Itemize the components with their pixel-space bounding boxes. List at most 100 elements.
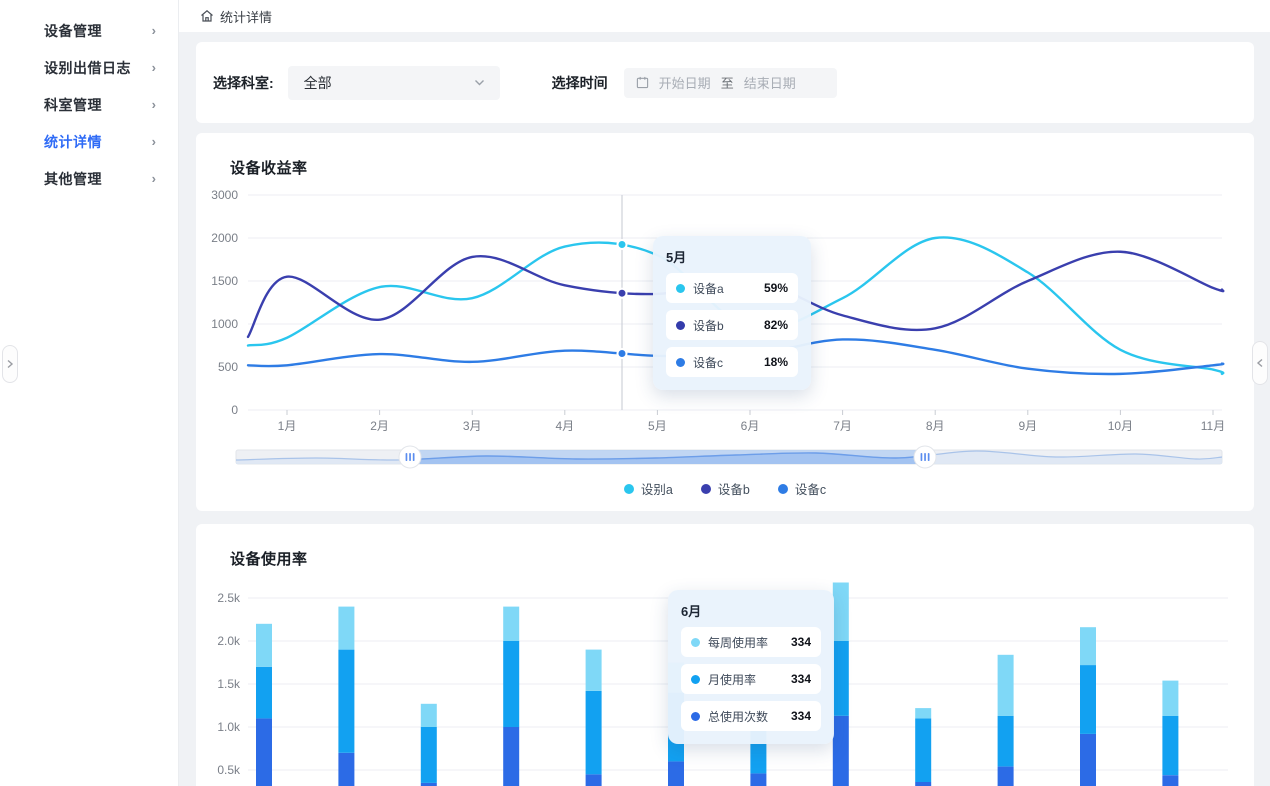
expand-left-panel-button[interactable] [2,345,18,383]
sidebar-item-1[interactable]: 设备管理 › [0,12,178,49]
legend-dot-icon [777,483,788,494]
svg-text:1月: 1月 [278,419,297,433]
series-dot-icon [691,711,700,721]
date-separator: 至 [720,76,734,91]
datazoom-selected-region[interactable] [236,451,1222,464]
sidebar-item-3[interactable]: 科室管理 › [0,86,178,123]
revenue-chart-card: 设备收益率 3000 2000 1500 1000 500 0 1月 2月 3月 4月 5月 6月 7月… [196,133,1254,511]
tooltip-row-label: 每周使用率 [708,635,769,650]
svg-text:2.0k: 2.0k [217,634,241,648]
chevron-right-icon: › [151,23,156,38]
revenue-legend: 设别a 设备b 设备c [196,479,1254,498]
end-date-input[interactable]: 结束日期 [743,76,796,91]
legend-label: 设备b [717,483,750,497]
home-icon [200,9,214,23]
sidebar: 设备管理 › 设别出借日志 › 科室管理 › 统计详情 › 其他管理 › [0,0,178,786]
tooltip-row: 设备c 18% [666,347,798,377]
svg-text:1000: 1000 [211,317,238,331]
sidebar-item-label: 设备管理 [44,22,102,39]
datazoom-handle-left[interactable] [398,445,422,469]
dept-select[interactable]: 全部 [287,65,500,100]
stacked-bar-12[interactable] [1162,680,1179,786]
chevron-right-icon: › [151,60,156,75]
legend-item-2[interactable]: 设备b [700,479,750,498]
stacked-bar-10[interactable] [997,654,1014,786]
stacked-bar-1[interactable] [256,623,272,786]
svg-text:10月: 10月 [1108,419,1133,433]
stacked-bar-8[interactable] [832,582,849,786]
tooltip-row-value: 334 [790,709,811,723]
tooltip-row-value: 334 [790,672,811,686]
sidebar-menu: 设备管理 › 设别出借日志 › 科室管理 › 统计详情 › 其他管理 › [0,12,178,197]
legend-label: 设备c [794,483,827,497]
sidebar-item-label: 统计详情 [44,133,102,150]
revenue-tooltip-rows: 设备a 59% 设备b 82% 设备c 18% [666,273,798,377]
time-filter-label: 选择时间 [551,74,608,91]
stacked-bar-5[interactable] [585,649,602,786]
sidebar-item-5[interactable]: 其他管理 › [0,160,178,197]
series-dot-icon [676,320,685,330]
datazoom-handle-right[interactable] [913,445,937,469]
svg-text:7月: 7月 [833,419,852,433]
usage-tooltip-title: 6月 [681,604,702,619]
tooltip-row-value: 82% [763,318,788,332]
tooltip-row: 月使用率 334 [681,664,821,694]
filter-bar: 选择科室: 全部 选择时间 开始日期 至 结束日期 [196,42,1254,123]
chevron-right-icon: › [151,134,156,149]
svg-text:3月: 3月 [463,419,482,433]
breadcrumb-label: 统计详情 [220,9,273,25]
legend-label: 设别a [640,483,673,497]
revenue-tooltip-title: 5月 [666,250,687,265]
stacked-bar-9[interactable] [915,708,932,786]
tooltip-row-value: 18% [763,355,788,369]
tooltip-row-value: 334 [790,635,811,649]
tooltip-row: 设备a 59% [666,273,798,303]
tooltip-row-label: 总使用次数 [708,709,769,724]
start-date-input[interactable]: 开始日期 [658,76,711,91]
chevron-right-icon: › [151,97,156,112]
sidebar-item-2[interactable]: 设别出借日志 › [0,49,178,86]
tooltip-row-label: 设备a [693,281,724,296]
legend-dot-icon [700,483,711,494]
svg-text:2.5k: 2.5k [217,591,241,605]
usage-chart-card: 设备使用率 2.5k 2.0k 1.5k 1.0k 0.5k 6月 每周使用率 334 月使… [196,524,1254,786]
sidebar-item-label: 科室管理 [44,96,102,113]
svg-text:3000: 3000 [211,188,238,202]
breadcrumb[interactable]: 统计详情 [200,7,272,26]
svg-text:6月: 6月 [741,419,760,433]
tooltip-row: 每周使用率 334 [681,627,821,657]
svg-text:2月: 2月 [370,419,389,433]
svg-text:9月: 9月 [1018,419,1037,433]
svg-text:0.5k: 0.5k [217,763,241,777]
tooltip-row: 总使用次数 334 [681,701,821,731]
svg-text:1500: 1500 [211,274,238,288]
tooltip-row-label: 月使用率 [708,672,757,687]
collapse-right-panel-button[interactable] [1252,341,1268,385]
usage-tooltip-rows: 每周使用率 334 月使用率 334 总使用次数 334 [681,627,821,731]
chevron-down-icon [473,76,486,89]
revenue-chart-title: 设备收益率 [230,160,308,177]
svg-text:11月: 11月 [1201,419,1225,433]
stacked-bar-2[interactable] [338,606,355,786]
sidebar-item-label: 设别出借日志 [44,59,131,76]
tooltip-row: 设备b 82% [666,310,798,340]
legend-dot-icon [623,483,634,494]
dept-filter-label: 选择科室: [213,74,274,91]
stacked-bar-3[interactable] [420,703,437,786]
stacked-bar-4[interactable] [503,606,520,786]
svg-text:0: 0 [231,403,238,417]
svg-text:5月: 5月 [648,419,667,433]
legend-item-3[interactable]: 设备c [777,479,827,498]
calendar-icon [636,76,649,89]
tooltip-row-label: 设备b [693,318,724,333]
legend-item-1[interactable]: 设别a [623,479,673,498]
stacked-bar-11[interactable] [1080,627,1096,786]
svg-text:4月: 4月 [555,419,574,433]
sidebar-item-4[interactable]: 统计详情 › [0,123,178,160]
topbar: 统计详情 [178,0,1270,32]
sidebar-item-label: 其他管理 [44,170,102,187]
chevron-right-icon: › [151,171,156,186]
revenue-tooltip: 5月 设备a 59% 设备b 82% 设备c 18% [653,236,811,390]
date-range-picker[interactable]: 开始日期 至 结束日期 [623,67,837,98]
usage-chart-title: 设备使用率 [230,551,308,568]
